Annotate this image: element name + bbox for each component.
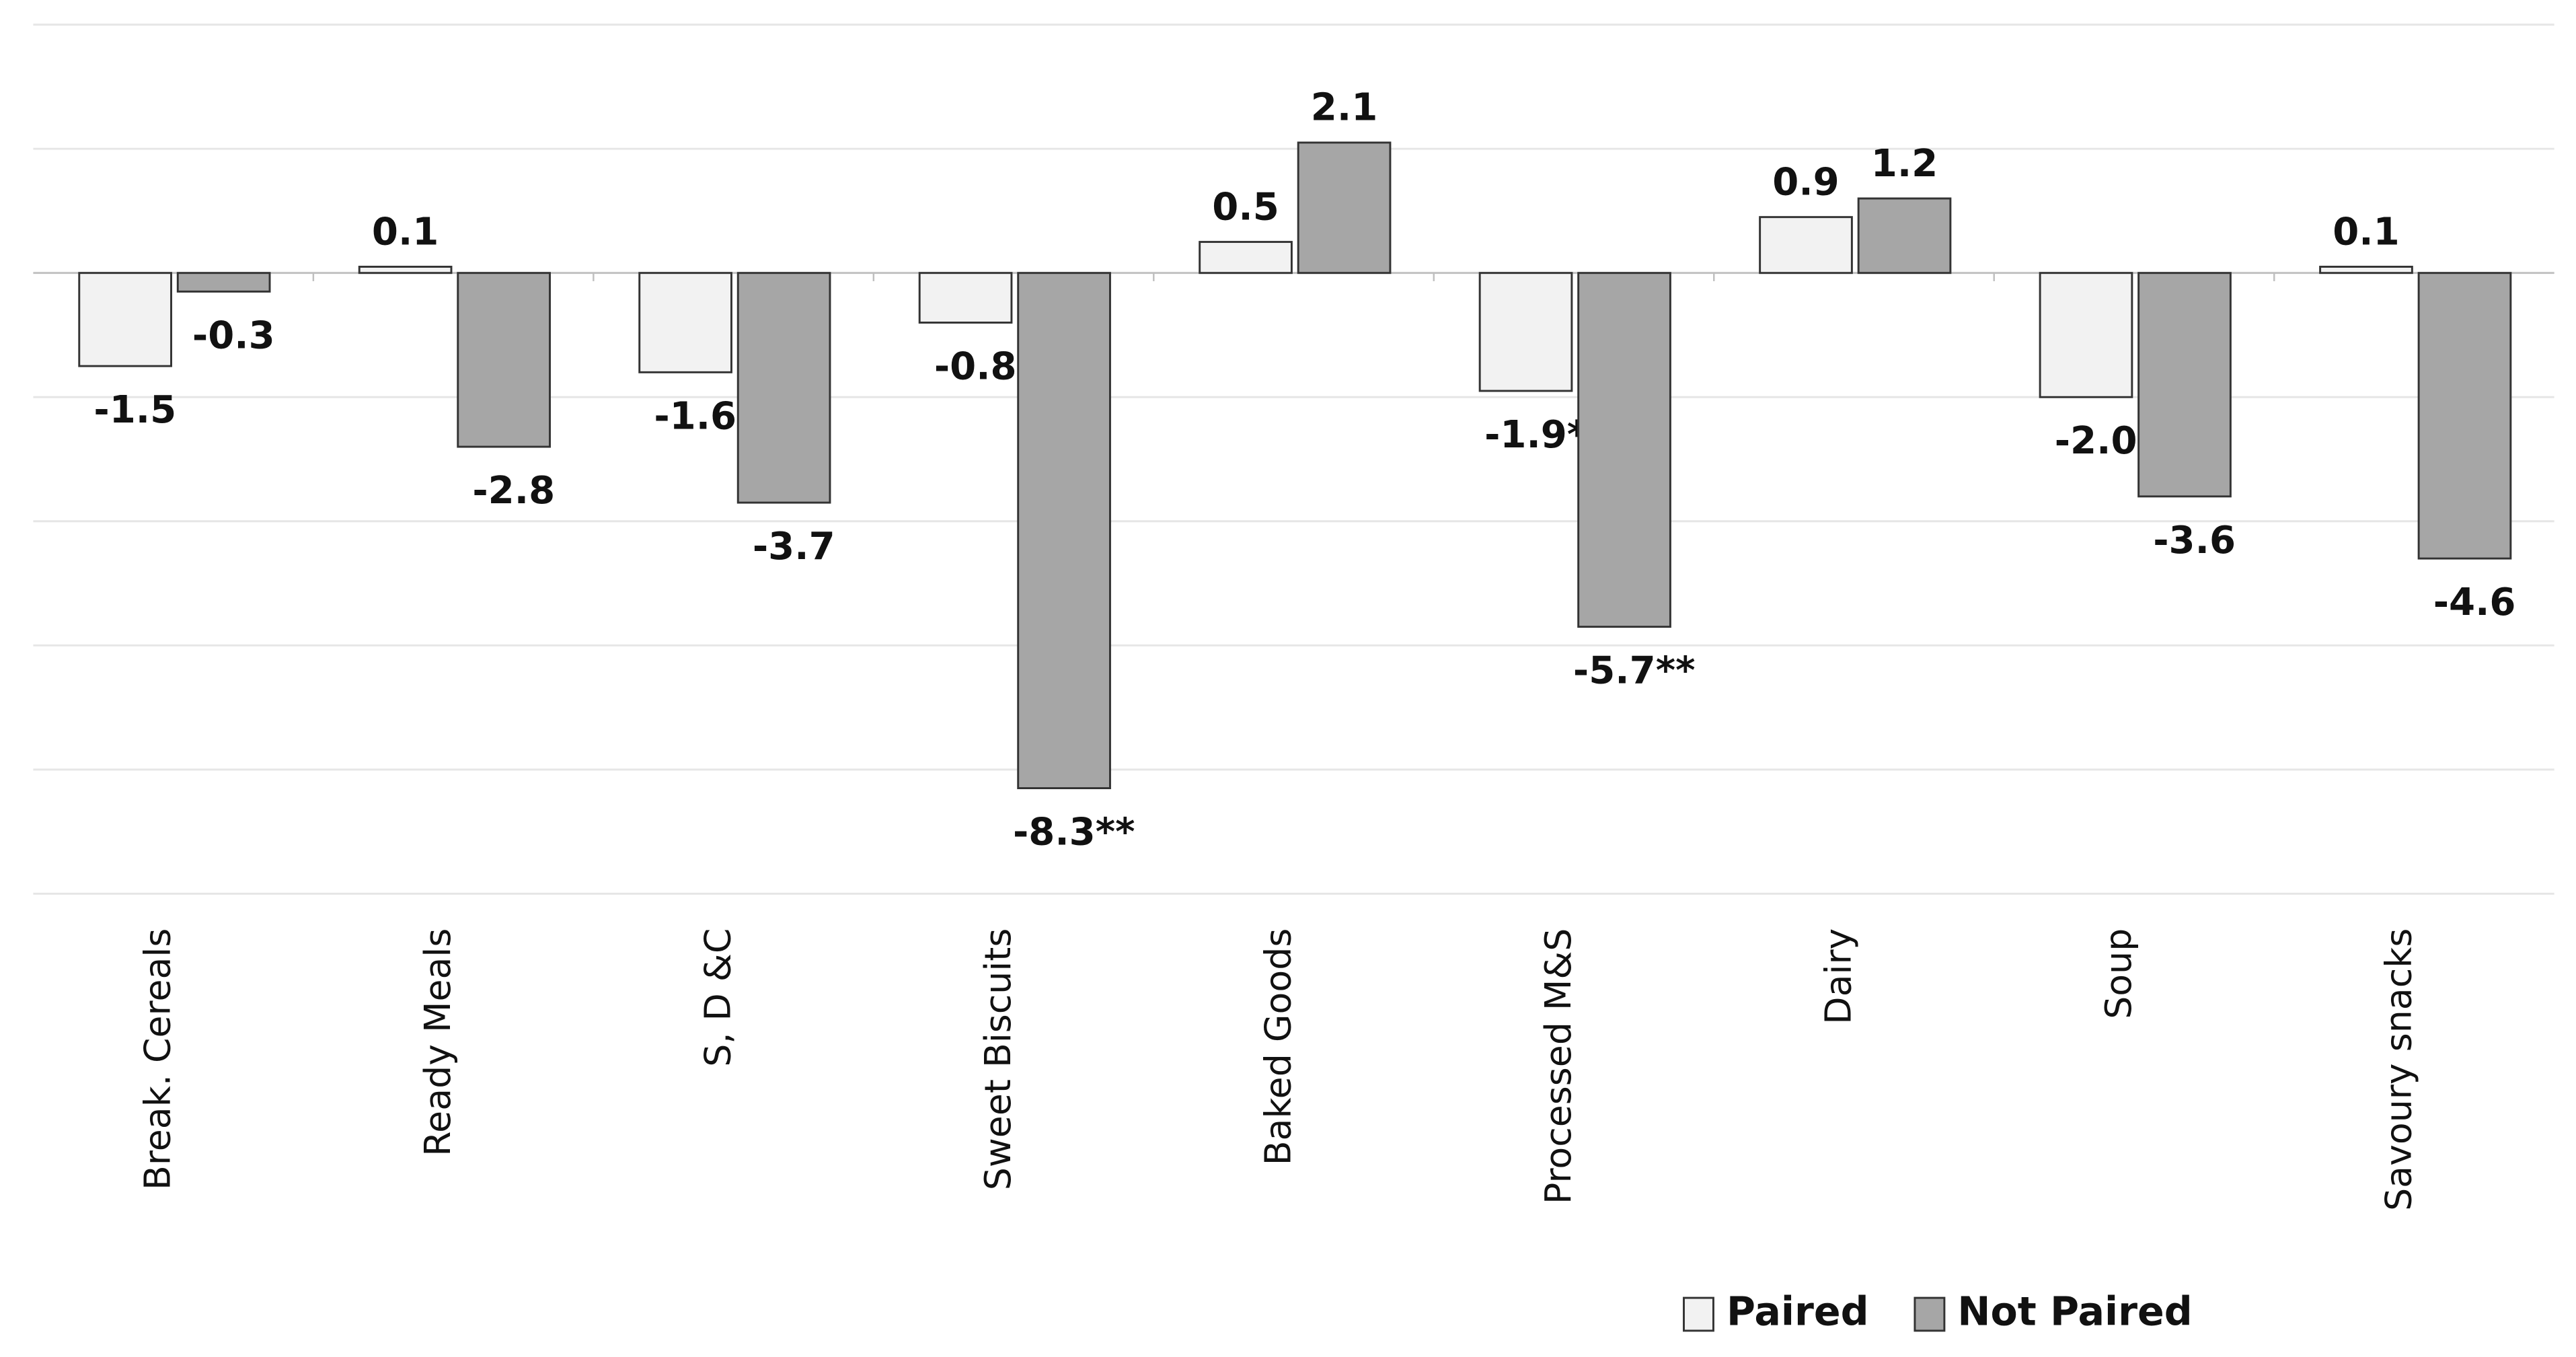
legend-label: Not Paired <box>1957 1289 2192 1335</box>
bar <box>638 272 732 373</box>
bar <box>918 272 1013 324</box>
value-label: 0.9 <box>1772 160 1839 204</box>
bar <box>1478 272 1573 392</box>
value-label: -0.8 <box>934 345 1017 389</box>
legend-swatch <box>1683 1296 1714 1332</box>
x-tick-label: Processed M&S <box>1537 928 1579 1204</box>
value-label: -3.7 <box>753 525 835 569</box>
x-tick-label: Dairy <box>1817 928 1860 1025</box>
legend-swatch <box>1914 1296 1946 1332</box>
bar <box>358 266 453 274</box>
value-label: 0.5 <box>1212 185 1279 229</box>
value-label: 0.1 <box>372 210 439 254</box>
bar <box>2137 272 2232 498</box>
value-label: -5.7** <box>1573 649 1696 693</box>
bar <box>1199 241 1293 274</box>
bar <box>1759 216 1853 274</box>
bar <box>1017 272 1111 789</box>
bar <box>1857 197 1952 274</box>
bar <box>78 272 172 367</box>
legend-label: Paired <box>1727 1289 1869 1335</box>
value-label: 0.1 <box>2333 210 2399 254</box>
value-label: -4.6 <box>2433 581 2516 624</box>
value-label: -2.0 <box>2055 419 2137 463</box>
x-tick-label: Sweet Biscuits <box>977 928 1019 1191</box>
bar <box>176 272 271 293</box>
value-label: 1.2 <box>1871 142 1938 186</box>
value-label: -2.8 <box>472 469 555 513</box>
x-tick-label: S, D &C <box>697 928 739 1067</box>
value-label: -8.3** <box>1013 811 1135 854</box>
x-tick-label: Soup <box>2097 928 2139 1019</box>
bar <box>2039 272 2133 398</box>
bar <box>2417 272 2512 560</box>
value-label: -1.6 <box>654 394 736 438</box>
x-tick-label: Baked Goods <box>1257 928 1299 1166</box>
value-label: -0.3 <box>192 314 275 357</box>
value-label: -3.6 <box>2153 519 2236 562</box>
value-label: 2.1 <box>1311 86 1377 130</box>
value-label: -1.9* <box>1484 413 1587 457</box>
bar <box>457 272 551 448</box>
bar <box>1577 272 1671 628</box>
bar <box>1297 141 1392 274</box>
x-tick-label: Break. Cereals <box>137 928 179 1190</box>
bar <box>736 272 831 504</box>
bar <box>2319 266 2413 274</box>
x-tick-label: Ready Meals <box>416 928 459 1157</box>
x-tick-label: Savoury snacks <box>2378 928 2420 1211</box>
value-label: -1.5 <box>93 388 176 432</box>
